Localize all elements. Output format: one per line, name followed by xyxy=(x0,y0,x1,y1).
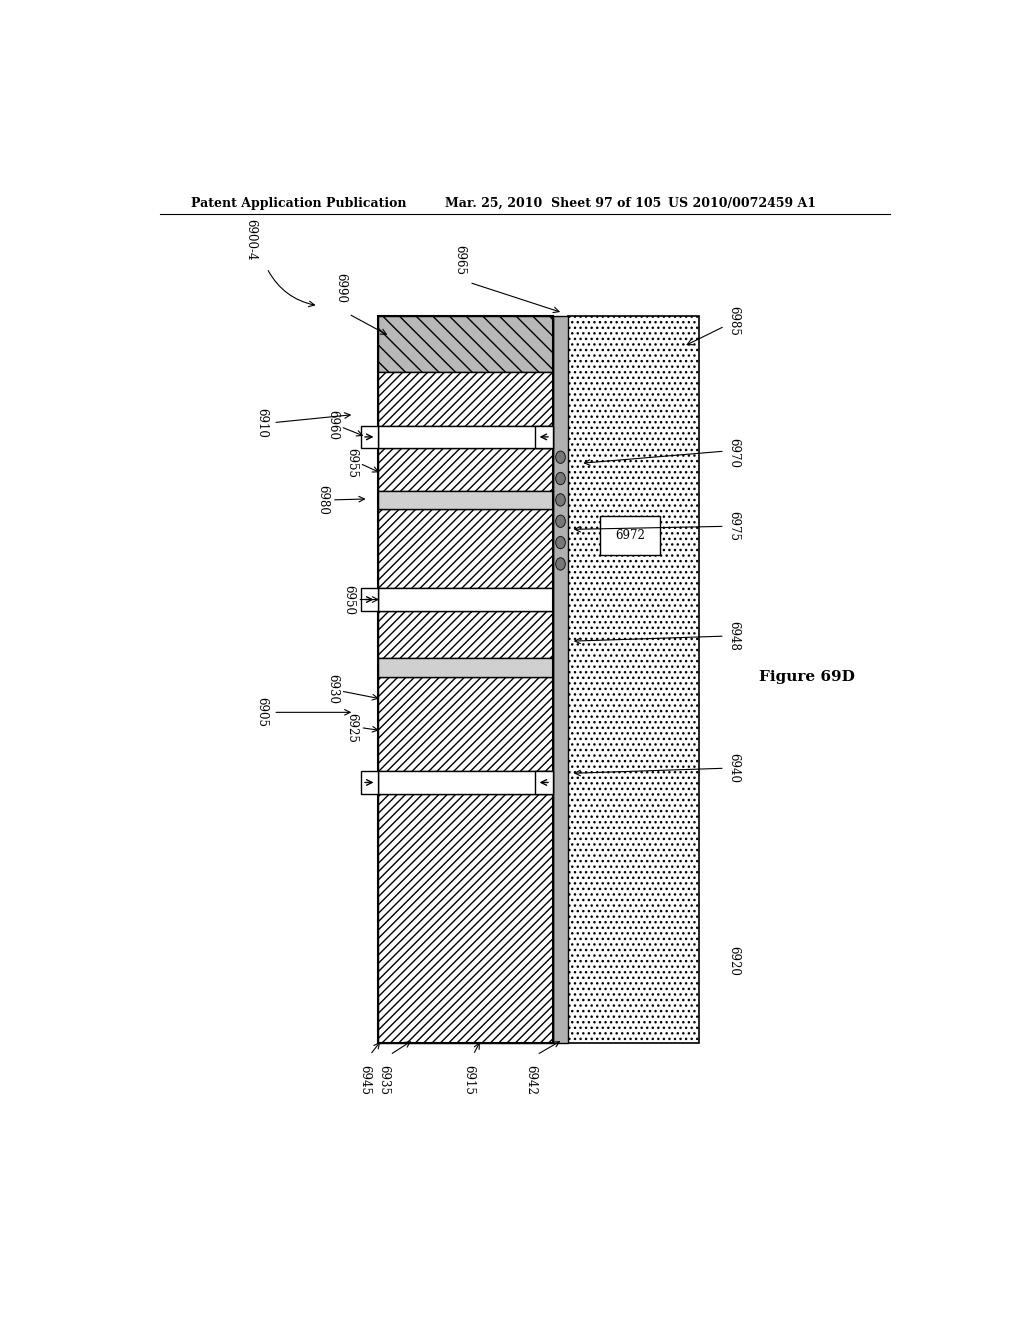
Bar xyxy=(378,426,553,447)
Text: Figure 69D: Figure 69D xyxy=(759,669,854,684)
Bar xyxy=(360,589,378,611)
Text: 6940: 6940 xyxy=(727,754,740,783)
Bar xyxy=(378,771,553,793)
Text: Mar. 25, 2010  Sheet 97 of 105: Mar. 25, 2010 Sheet 97 of 105 xyxy=(445,197,662,210)
Bar xyxy=(553,315,568,1043)
Bar xyxy=(536,771,553,793)
Circle shape xyxy=(556,558,565,570)
Text: 6925: 6925 xyxy=(345,713,358,743)
Bar xyxy=(378,510,553,589)
Bar xyxy=(378,677,553,771)
Text: 6960: 6960 xyxy=(327,409,339,440)
Text: 6975: 6975 xyxy=(727,511,740,541)
Bar xyxy=(568,315,699,1043)
Circle shape xyxy=(556,473,565,484)
Text: 6950: 6950 xyxy=(342,585,355,615)
Text: 6905: 6905 xyxy=(255,697,268,727)
Text: 6970: 6970 xyxy=(727,438,740,469)
Text: 6910: 6910 xyxy=(255,408,268,438)
Bar xyxy=(378,315,553,372)
Text: 6972: 6972 xyxy=(615,529,645,543)
Bar xyxy=(378,315,553,1043)
Text: US 2010/0072459 A1: US 2010/0072459 A1 xyxy=(668,197,816,210)
Bar xyxy=(360,771,378,793)
Bar xyxy=(378,611,553,659)
Bar xyxy=(378,491,553,510)
Bar xyxy=(378,372,553,426)
Circle shape xyxy=(556,536,565,549)
Text: 6990: 6990 xyxy=(334,273,347,302)
Bar xyxy=(600,516,659,554)
Circle shape xyxy=(556,515,565,528)
Bar xyxy=(378,589,553,611)
Text: 6915: 6915 xyxy=(463,1065,476,1094)
Text: 6942: 6942 xyxy=(524,1065,538,1094)
Circle shape xyxy=(556,494,565,506)
Bar xyxy=(378,659,553,677)
Bar xyxy=(378,447,553,491)
Text: 6935: 6935 xyxy=(377,1065,390,1096)
Text: 6930: 6930 xyxy=(327,675,339,704)
Text: 6980: 6980 xyxy=(316,484,330,515)
Text: 6920: 6920 xyxy=(727,946,740,977)
Text: 6948: 6948 xyxy=(727,622,740,651)
Text: Patent Application Publication: Patent Application Publication xyxy=(191,197,407,210)
Text: 6945: 6945 xyxy=(358,1065,371,1096)
Text: 6900-4: 6900-4 xyxy=(245,219,257,260)
Text: 6985: 6985 xyxy=(727,306,740,337)
Text: 6955: 6955 xyxy=(345,449,358,478)
Bar xyxy=(536,426,553,447)
Bar xyxy=(360,426,378,447)
Circle shape xyxy=(556,451,565,463)
Text: 6965: 6965 xyxy=(454,246,466,276)
Bar xyxy=(378,793,553,1043)
